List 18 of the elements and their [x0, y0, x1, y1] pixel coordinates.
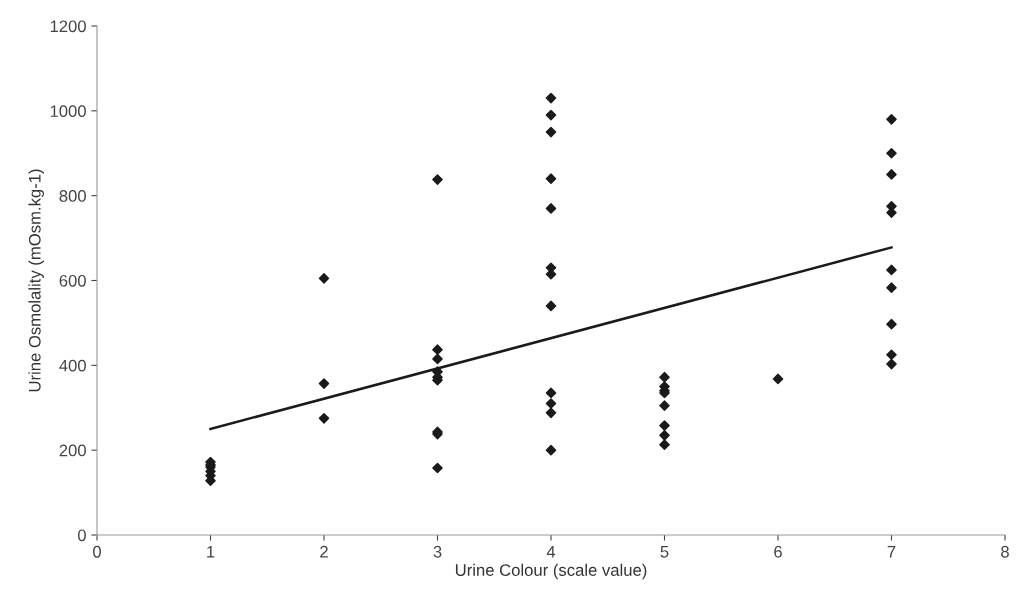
y-tick-label: 200 [59, 444, 86, 457]
y-tick-label: 800 [59, 190, 86, 202]
x-tick-label: 4 [546, 546, 556, 558]
y-tick-label: 1200 [50, 20, 86, 33]
x-tick-label: 0 [93, 545, 101, 558]
x-tick-label: 5 [660, 546, 669, 558]
x-tick-label: 7 [887, 546, 896, 558]
x-axis-title: Urine Colour (scale value) [455, 563, 647, 580]
y-tick-label: 400 [59, 359, 86, 372]
y-tick-label: 600 [59, 274, 86, 287]
y-tick-label: 1000 [50, 105, 86, 118]
x-tick-label: 3 [433, 545, 442, 558]
x-tick-label: 1 [207, 546, 215, 558]
x-tick-label: 6 [774, 545, 782, 558]
x-tick-label: 8 [1001, 545, 1009, 558]
y-axis-title: Urine Osmolality (mOsm.kg-1) [28, 169, 44, 392]
y-tick-label: 0 [77, 529, 86, 542]
x-tick-label: 2 [320, 545, 328, 558]
